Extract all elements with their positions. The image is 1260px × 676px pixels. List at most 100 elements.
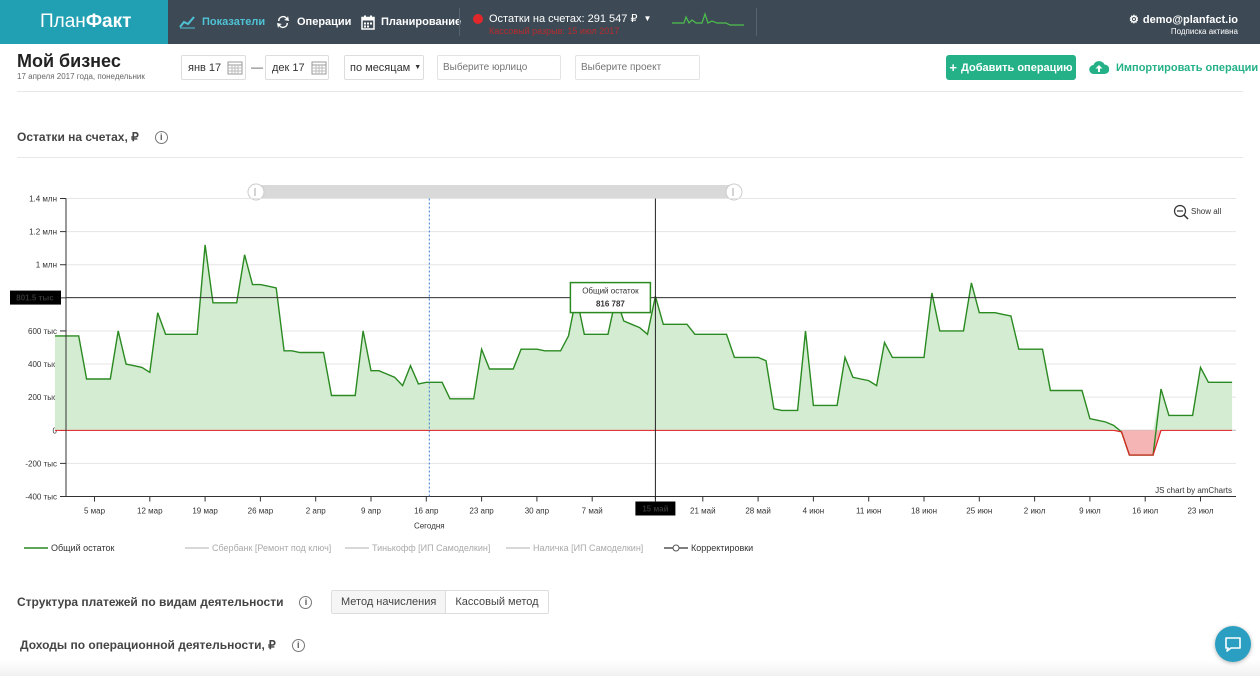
caret-down-icon: ▼ bbox=[414, 64, 422, 71]
logo[interactable]: ПланФакт bbox=[0, 0, 168, 44]
nav-operations[interactable]: Операции bbox=[275, 0, 351, 44]
balances-title-text: Остатки на счетах, ₽ bbox=[17, 130, 139, 144]
x-tick-label: 2 апр bbox=[306, 507, 326, 516]
series-line-negative bbox=[55, 430, 1232, 455]
tab-cash-method[interactable]: Кассовый метод bbox=[455, 596, 539, 608]
x-tick-label: 5 мар bbox=[84, 507, 106, 516]
x-tick-label: 16 июл bbox=[1132, 507, 1158, 516]
series-area-positive bbox=[55, 244, 1233, 431]
project-input[interactable] bbox=[575, 55, 700, 80]
page-date: 17 апреля 2017 года, понедельник bbox=[17, 72, 145, 81]
x-tick-label: 30 апр bbox=[525, 507, 550, 516]
add-operation-label: Добавить операцию bbox=[961, 61, 1073, 74]
info-icon[interactable]: i bbox=[154, 130, 168, 144]
x-tick-label: 11 июн bbox=[856, 507, 881, 516]
scrollbar-handle-left bbox=[247, 183, 265, 201]
structure-section-title: Структура платежей по видам деятельности… bbox=[17, 595, 313, 609]
y-tick-label: -400 тыс bbox=[25, 493, 57, 502]
divider bbox=[17, 91, 1243, 92]
top-navbar: ПланФакт Показатели Операции Планировани… bbox=[0, 0, 1260, 44]
y-tick-label: 200 тыс bbox=[28, 393, 57, 402]
nav-indicators[interactable]: Показатели bbox=[179, 0, 265, 44]
add-operation-button[interactable]: + Добавить операцию bbox=[946, 55, 1076, 80]
legend-item: Корректировки bbox=[691, 543, 753, 553]
cursor-x-badge bbox=[635, 501, 676, 516]
series-line-total-balance bbox=[55, 244, 1233, 456]
zoom-out-icon-handle bbox=[1183, 214, 1189, 220]
x-tick-label: 4 июн bbox=[803, 507, 825, 516]
calendar-icon bbox=[361, 15, 375, 30]
scrollbar-track bbox=[256, 185, 734, 199]
cloud-upload-icon bbox=[1089, 61, 1109, 75]
warning-dot-icon bbox=[473, 13, 483, 24]
gear-icon: ⚙ bbox=[1129, 14, 1139, 26]
y-tick-label: 1 млн bbox=[36, 261, 57, 270]
tooltip-box bbox=[569, 281, 652, 314]
y-tick-label: 600 тыс bbox=[28, 327, 57, 336]
x-tick-label: 18 июн bbox=[911, 507, 937, 516]
x-tick-label: 23 апр bbox=[469, 507, 494, 516]
logo-plan: План bbox=[40, 11, 86, 32]
y-tick-label: 1.2 млн bbox=[29, 228, 57, 237]
date-to-picker[interactable]: дек 17 bbox=[265, 55, 329, 80]
scrollbar-handle-right bbox=[725, 183, 743, 201]
plus-icon: + bbox=[949, 60, 957, 75]
info-icon[interactable]: i bbox=[299, 595, 313, 609]
tooltip-title: Общий остаток bbox=[582, 287, 639, 296]
chat-bubble-icon bbox=[1225, 636, 1241, 652]
legal-entity-input[interactable] bbox=[437, 55, 561, 80]
balances-section-title: Остатки на счетах, ₽ i bbox=[17, 130, 168, 144]
balance-dropdown[interactable]: Остатки на счетах: 291 547 ₽ ▼ bbox=[473, 12, 651, 25]
nav-planning[interactable]: Планирование bbox=[361, 0, 461, 44]
method-tabs: Метод начисления Кассовый метод bbox=[331, 590, 549, 614]
date-from-value: янв 17 bbox=[188, 61, 222, 74]
tab-accrual-method[interactable]: Метод начисления bbox=[332, 591, 447, 613]
x-tick-label: 2 июл bbox=[1024, 507, 1046, 516]
x-tick-label: 19 мар bbox=[192, 507, 218, 516]
x-tick-label: 23 июл bbox=[1187, 507, 1213, 516]
y-tick-label: 400 тыс bbox=[28, 360, 57, 369]
legend-marker bbox=[672, 544, 680, 552]
x-tick-label: 9 апр bbox=[361, 507, 381, 516]
x-tick-label: 12 мар bbox=[137, 507, 163, 516]
page-title: Мой бизнес bbox=[17, 51, 121, 71]
import-operations-button[interactable]: Импортировать операции bbox=[1089, 55, 1258, 80]
x-tick-label: 26 мар bbox=[248, 507, 274, 516]
caret-down-icon: ▼ bbox=[643, 14, 652, 23]
divider bbox=[17, 157, 1243, 158]
legend-item: Сбербанк [Ремонт под ключ] bbox=[212, 543, 331, 553]
calendar-icon bbox=[311, 61, 327, 75]
x-tick-label: 7 май bbox=[582, 507, 603, 516]
nav-planning-label: Планирование bbox=[381, 16, 462, 28]
info-icon[interactable]: i bbox=[291, 638, 305, 652]
x-tick-label: 25 июн bbox=[966, 507, 992, 516]
today-label: Сегодня bbox=[414, 522, 445, 531]
date-to-value: дек 17 bbox=[272, 61, 305, 74]
period-select[interactable]: по месяцам ▼ bbox=[344, 55, 424, 80]
legend-item: Тинькофф [ИП Самоделкин] bbox=[372, 543, 490, 553]
x-tick-label: 9 июл bbox=[1079, 507, 1101, 516]
x-tick-label: 16 апр bbox=[414, 507, 439, 516]
amcharts-credit: JS chart by amCharts bbox=[1155, 486, 1232, 495]
nav-indicators-label: Показатели bbox=[202, 16, 266, 28]
period-value: по месяцам bbox=[350, 61, 411, 74]
chat-button[interactable] bbox=[1215, 626, 1251, 662]
date-range-dash: — bbox=[251, 60, 263, 74]
x-tick-label: 21 май bbox=[690, 507, 716, 516]
legend-item: Общий остаток bbox=[51, 543, 114, 553]
structure-title-text: Структура платежей по видам деятельности bbox=[17, 595, 284, 609]
calendar-icon bbox=[227, 61, 243, 75]
user-menu[interactable]: ⚙ demo@planfact.io Подписка активна bbox=[1129, 13, 1238, 36]
tooltip-value: 816 787 bbox=[596, 300, 625, 309]
user-email: demo@planfact.io bbox=[1142, 14, 1238, 26]
cursor-x-label: 15 май bbox=[642, 505, 668, 514]
import-operations-label: Импортировать операции bbox=[1116, 61, 1259, 74]
balance-text: Остатки на счетах: 291 547 ₽ bbox=[489, 13, 638, 25]
x-tick-label: 28 май bbox=[745, 507, 771, 516]
nav-operations-label: Операции bbox=[297, 16, 352, 28]
balance-sparkline bbox=[672, 12, 744, 26]
y-tick-label: 1.4 млн bbox=[29, 195, 57, 204]
date-from-picker[interactable]: янв 17 bbox=[181, 55, 246, 80]
income-section-title: Доходы по операционной деятельности, ₽ i bbox=[20, 638, 305, 652]
